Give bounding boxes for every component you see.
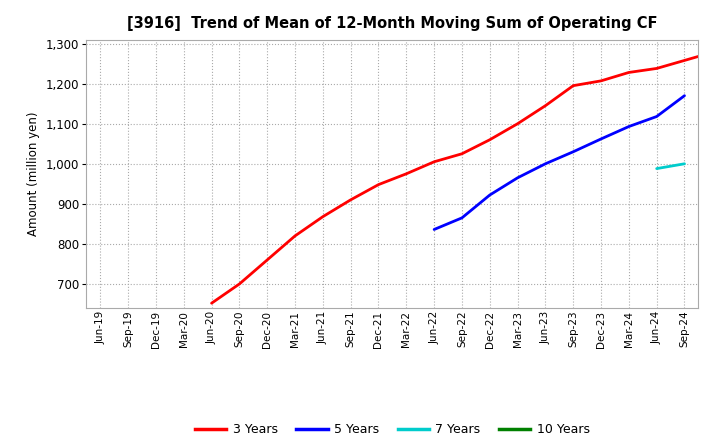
Legend: 3 Years, 5 Years, 7 Years, 10 Years: 3 Years, 5 Years, 7 Years, 10 Years <box>190 418 595 440</box>
Y-axis label: Amount (million yen): Amount (million yen) <box>27 112 40 236</box>
Title: [3916]  Trend of Mean of 12-Month Moving Sum of Operating CF: [3916] Trend of Mean of 12-Month Moving … <box>127 16 657 32</box>
